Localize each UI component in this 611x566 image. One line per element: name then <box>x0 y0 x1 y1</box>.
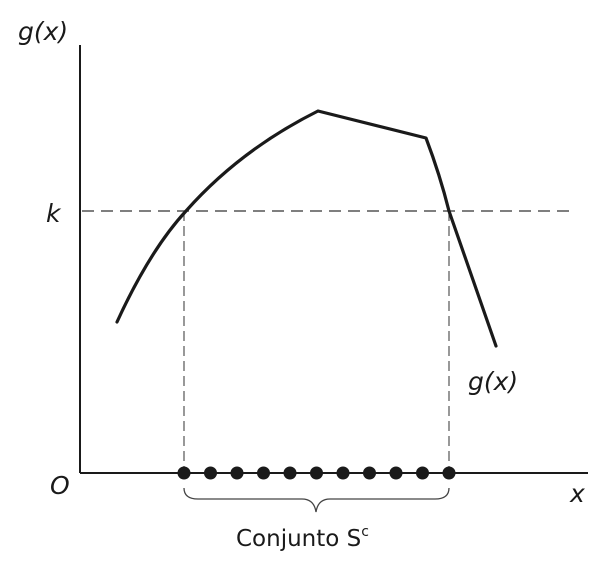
g-curve <box>115 109 498 348</box>
set-label-main: Conjunto S <box>236 526 361 552</box>
set-point <box>442 466 456 480</box>
set-point <box>336 466 350 480</box>
set-brace <box>183 487 450 513</box>
set-label: Conjunto Sc <box>236 524 369 552</box>
set-point <box>257 466 270 480</box>
set-point <box>230 466 244 480</box>
set-point <box>177 466 191 480</box>
set-point <box>389 466 403 480</box>
x-axis-label: x <box>569 479 585 508</box>
set-points <box>177 466 456 480</box>
set-point <box>204 466 217 480</box>
set-point <box>363 466 376 480</box>
origin-label: O <box>50 471 70 500</box>
curve-label: g(x) <box>468 367 518 396</box>
set-point <box>283 466 297 480</box>
y-axis-label: g(x) <box>18 17 68 46</box>
k-label: k <box>46 199 62 228</box>
set-point <box>416 466 429 480</box>
set-label-superscript: c <box>361 524 369 540</box>
set-point <box>310 466 323 480</box>
